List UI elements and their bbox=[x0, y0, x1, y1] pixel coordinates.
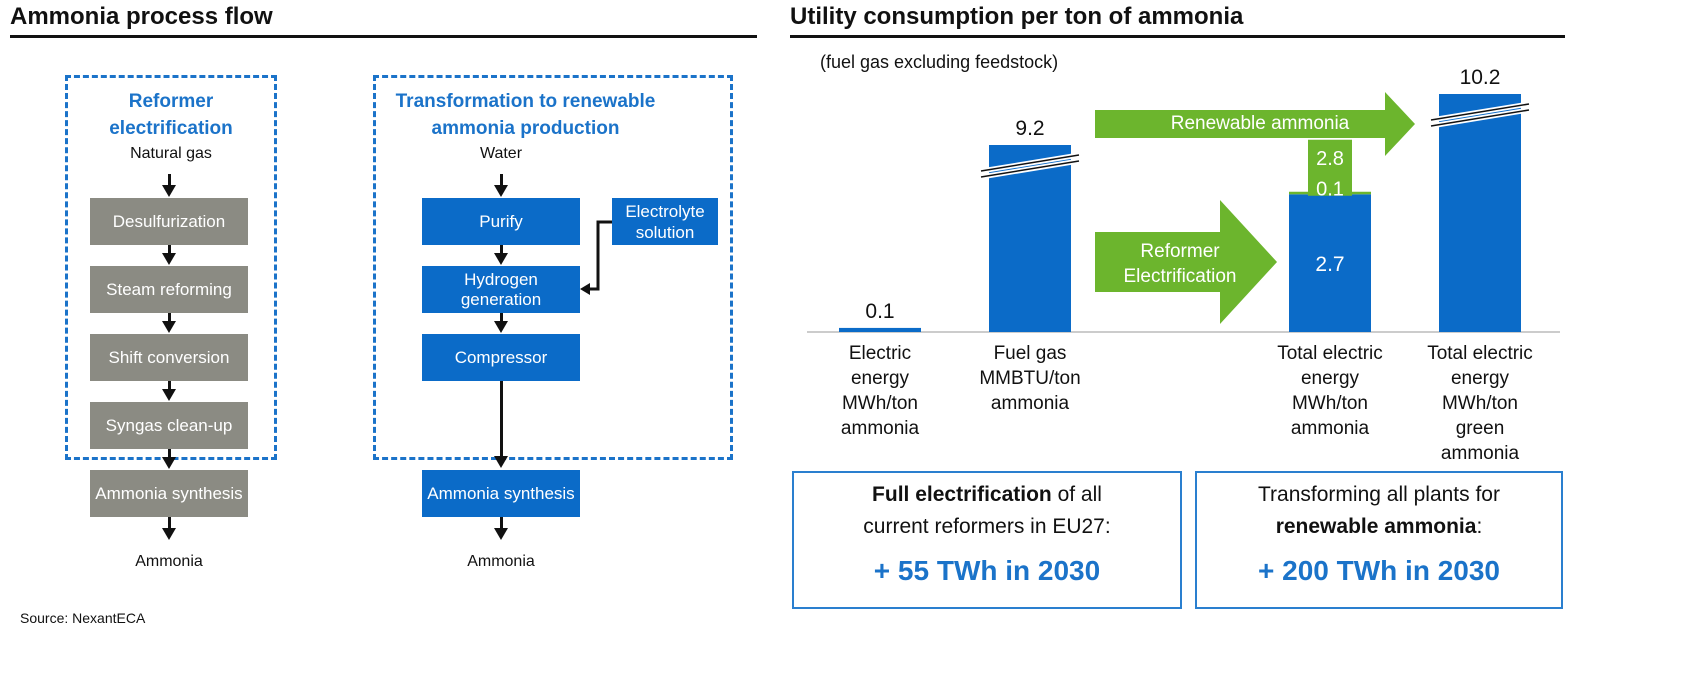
utility-chart: 0.1 Electric energy MWh/ton ammonia 9.2 Fuel g… bbox=[807, 66, 1560, 460]
category-label-3-1: energy bbox=[1451, 368, 1510, 389]
renewable-output-label: Ammonia bbox=[467, 553, 535, 570]
category-label-0-0: Electric bbox=[849, 343, 911, 364]
step-steam-reforming: Steam reforming bbox=[90, 266, 248, 313]
step-purify: Purify bbox=[422, 198, 580, 245]
reformer-arrow-icon bbox=[1095, 200, 1277, 324]
arrow-down-icon bbox=[162, 528, 176, 540]
step-compressor: Compressor bbox=[422, 334, 580, 381]
renewable-title: Transformation to renewable ammonia produ… bbox=[395, 91, 656, 139]
bar-value-label-3: 10.2 bbox=[1460, 66, 1501, 89]
renewable-arrow-label: Renewable ammonia bbox=[1170, 113, 1350, 134]
bar-3 bbox=[1439, 94, 1521, 332]
category-label-3-0: Total electric bbox=[1427, 343, 1533, 364]
arrow-left-icon bbox=[580, 283, 590, 295]
bar-total-electric-base bbox=[1289, 194, 1371, 332]
reformer-input-label: Natural gas bbox=[130, 145, 212, 162]
summary-value-renewable: + 200 TWh in 2030 bbox=[1258, 555, 1500, 586]
arrow-down-icon bbox=[494, 321, 508, 333]
step-hydrogen-generation: Hydrogen generation bbox=[422, 266, 580, 313]
category-label-0-1: energy bbox=[851, 368, 910, 389]
category-label-0-2: MWh/ton bbox=[842, 393, 918, 414]
arrow-down-icon bbox=[494, 185, 508, 197]
bar-label-base: 2.7 bbox=[1315, 253, 1344, 276]
axis-break-line-1 bbox=[980, 154, 1080, 178]
source-note: Source: NexantECA bbox=[20, 610, 146, 626]
right-title: Utility consumption per ton of ammonia bbox=[790, 3, 1244, 30]
reformer-title: Reformer electrification bbox=[109, 91, 233, 139]
arrow-down-icon bbox=[494, 528, 508, 540]
step-ammonia-synthesis-blue: Ammonia synthesis bbox=[422, 470, 580, 517]
green-arrows bbox=[1095, 92, 1415, 324]
category-label-1-1: MMBTU/ton bbox=[979, 368, 1080, 389]
summary-box-renewable: Transforming all plants for renewable am… bbox=[1195, 471, 1563, 609]
arrow-down-icon bbox=[162, 457, 176, 469]
category-label-2-1: energy bbox=[1301, 368, 1360, 389]
category-label-2-3: ammonia bbox=[1291, 418, 1370, 439]
step-shift-conversion: Shift conversion bbox=[90, 334, 248, 381]
category-label-2-2: MWh/ton bbox=[1292, 393, 1368, 414]
summary-value-reformer: + 55 TWh in 2030 bbox=[873, 555, 1101, 586]
bar-value-label-1: 9.2 bbox=[1015, 117, 1044, 140]
arrow-down-icon bbox=[494, 456, 508, 468]
category-label-0-3: ammonia bbox=[841, 418, 920, 439]
renewable-arrow-icon bbox=[1095, 92, 1415, 156]
summary-box-reformer: Full electrification of all current refo… bbox=[792, 471, 1182, 609]
category-label-3-2: MWh/ton bbox=[1442, 393, 1518, 414]
arrow-down-icon bbox=[162, 253, 176, 265]
arrow-down-icon bbox=[494, 253, 508, 265]
left-title-rule bbox=[10, 35, 757, 38]
electrolyte-solution-box: Electrolyte solution bbox=[612, 198, 718, 245]
category-label-3-4: ammonia bbox=[1441, 443, 1520, 460]
step-ammonia-synthesis-grey: Ammonia synthesis bbox=[90, 470, 248, 517]
left-title: Ammonia process flow bbox=[10, 3, 273, 30]
bar-0 bbox=[839, 327, 921, 332]
arrow-down-icon bbox=[162, 389, 176, 401]
reformer-arrow-label: Reformer Electrification bbox=[1123, 241, 1237, 287]
arrow-down-icon bbox=[162, 185, 176, 197]
category-label-3-3: green bbox=[1456, 418, 1505, 439]
category-label-2-0: Total electric bbox=[1277, 343, 1383, 364]
chart-subtitle: (fuel gas excluding feedstock) bbox=[820, 52, 1059, 72]
bar-value-label-0: 0.1 bbox=[865, 300, 894, 323]
category-label-1-0: Fuel gas bbox=[994, 343, 1067, 364]
bar-label-added: 0.1 bbox=[1316, 178, 1344, 200]
bar-value-label-2: 2.8 bbox=[1316, 148, 1344, 170]
step-syngas-cleanup: Syngas clean-up bbox=[90, 402, 248, 449]
electrolyte-connector bbox=[580, 220, 612, 295]
step-desulfurization: Desulfurization bbox=[90, 198, 248, 245]
renewable-input-label: Water bbox=[479, 145, 523, 162]
renewable-dashed-frame bbox=[373, 75, 733, 460]
arrow-down-icon bbox=[162, 321, 176, 333]
right-title-rule bbox=[790, 35, 1565, 38]
bar-1 bbox=[989, 145, 1071, 332]
reformer-output-label: Ammonia bbox=[135, 553, 203, 570]
green-callout bbox=[1308, 139, 1352, 196]
axis-break-line-3 bbox=[1430, 103, 1530, 127]
category-label-1-2: ammonia bbox=[991, 393, 1070, 414]
